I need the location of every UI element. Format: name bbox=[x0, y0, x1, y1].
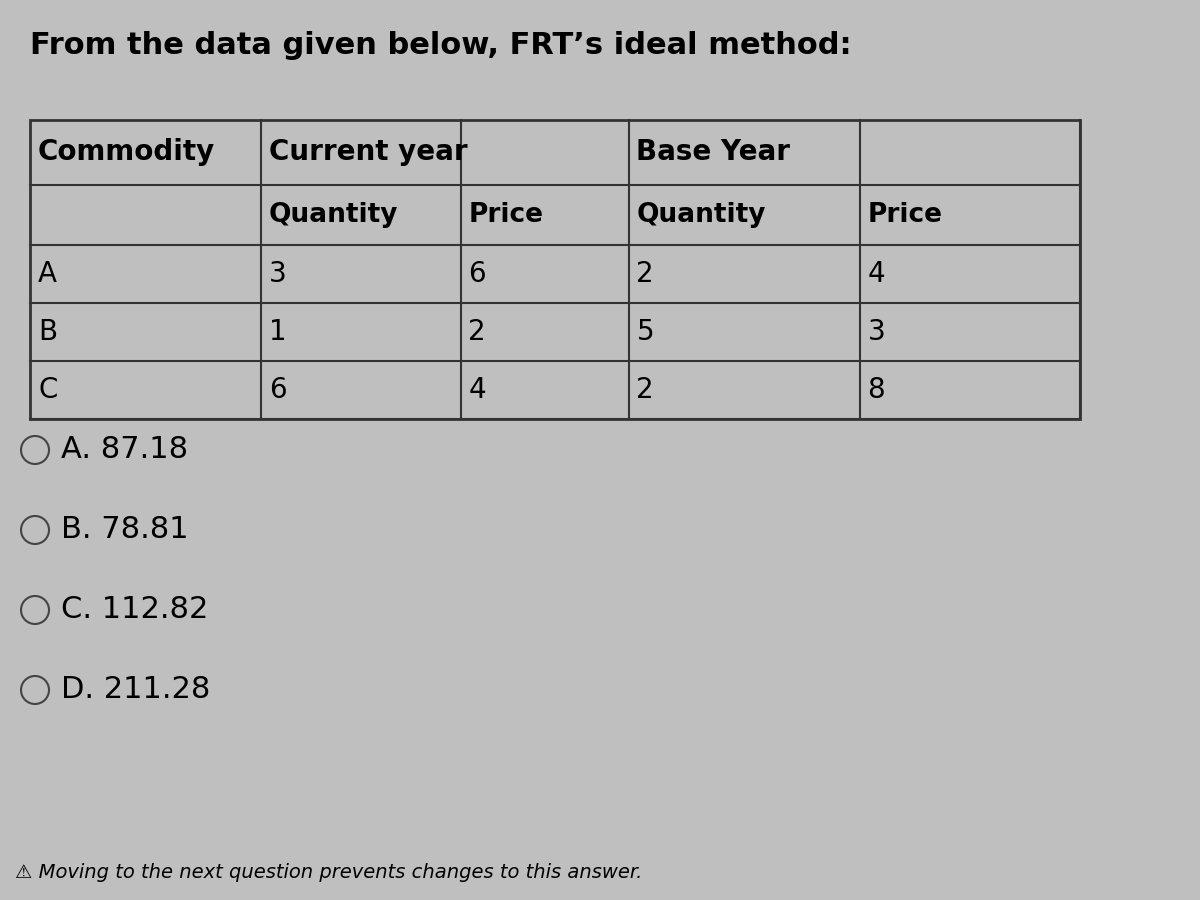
Text: 6: 6 bbox=[269, 376, 287, 404]
Text: ⚠ Moving to the next question prevents changes to this answer.: ⚠ Moving to the next question prevents c… bbox=[14, 863, 642, 882]
Text: 2: 2 bbox=[636, 260, 654, 288]
Text: D. 211.28: D. 211.28 bbox=[61, 676, 210, 705]
Bar bbox=[30, 120, 1080, 419]
Text: Base Year: Base Year bbox=[636, 139, 791, 166]
Text: 1: 1 bbox=[269, 318, 287, 346]
Text: A: A bbox=[38, 260, 58, 288]
Text: A. 87.18: A. 87.18 bbox=[61, 436, 188, 464]
Text: 3: 3 bbox=[269, 260, 287, 288]
Text: B. 78.81: B. 78.81 bbox=[61, 516, 188, 544]
Text: 4: 4 bbox=[468, 376, 486, 404]
Text: 2: 2 bbox=[468, 318, 486, 346]
Text: B: B bbox=[38, 318, 58, 346]
Text: 6: 6 bbox=[468, 260, 486, 288]
Text: 2: 2 bbox=[636, 376, 654, 404]
Text: C. 112.82: C. 112.82 bbox=[61, 596, 209, 625]
Text: Price: Price bbox=[468, 202, 544, 228]
Text: Current year: Current year bbox=[269, 139, 468, 166]
Text: Commodity: Commodity bbox=[38, 139, 215, 166]
Text: 4: 4 bbox=[868, 260, 886, 288]
Text: 5: 5 bbox=[636, 318, 654, 346]
Text: Quantity: Quantity bbox=[636, 202, 766, 228]
Text: C: C bbox=[38, 376, 58, 404]
Text: Price: Price bbox=[868, 202, 942, 228]
Text: From the data given below, FRT’s ideal method:: From the data given below, FRT’s ideal m… bbox=[30, 31, 852, 59]
Text: 8: 8 bbox=[868, 376, 886, 404]
Text: Quantity: Quantity bbox=[269, 202, 398, 228]
Text: 3: 3 bbox=[868, 318, 886, 346]
